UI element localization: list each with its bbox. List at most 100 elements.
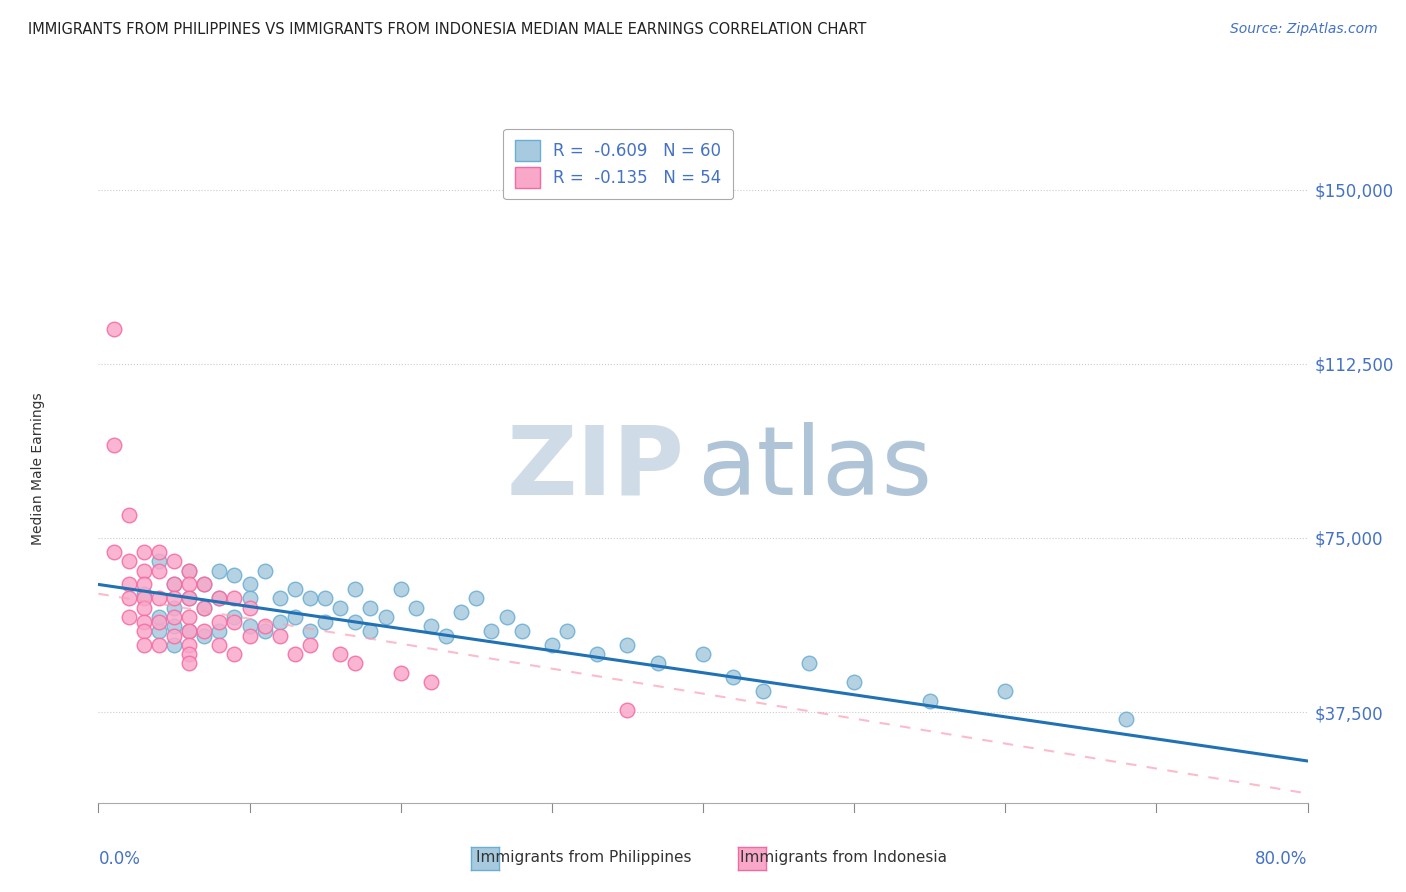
- Point: [132, 591, 155, 606]
- Point: [329, 600, 352, 615]
- Point: [132, 545, 155, 559]
- Point: [208, 624, 231, 638]
- Point: [179, 564, 201, 578]
- Point: [148, 564, 170, 578]
- Point: [540, 638, 562, 652]
- Point: [103, 322, 125, 336]
- Point: [118, 508, 141, 522]
- Point: [193, 577, 215, 591]
- Point: [269, 628, 291, 642]
- Text: 80.0%: 80.0%: [1256, 849, 1308, 868]
- Point: [224, 647, 246, 661]
- Text: Median Male Earnings: Median Male Earnings: [31, 392, 45, 545]
- Point: [179, 577, 201, 591]
- Point: [1115, 712, 1137, 726]
- Point: [163, 610, 186, 624]
- Point: [163, 619, 186, 633]
- Point: [344, 582, 367, 596]
- Point: [118, 554, 141, 568]
- Point: [918, 693, 941, 707]
- Point: [420, 619, 443, 633]
- Point: [269, 591, 291, 606]
- Point: [420, 675, 443, 690]
- Point: [481, 624, 503, 638]
- Point: [224, 591, 246, 606]
- Point: [299, 638, 322, 652]
- Point: [284, 610, 307, 624]
- Point: [179, 564, 201, 578]
- Point: [163, 628, 186, 642]
- Point: [239, 619, 262, 633]
- Point: [239, 600, 262, 615]
- Point: [179, 610, 201, 624]
- Point: [163, 577, 186, 591]
- Point: [193, 624, 215, 638]
- Point: [163, 638, 186, 652]
- Point: [179, 638, 201, 652]
- Point: [208, 638, 231, 652]
- Point: [163, 591, 186, 606]
- Point: [224, 568, 246, 582]
- Point: [344, 657, 367, 671]
- Point: [163, 554, 186, 568]
- Point: [752, 684, 775, 698]
- Text: atlas: atlas: [697, 422, 932, 515]
- Point: [465, 591, 488, 606]
- Point: [314, 591, 336, 606]
- Point: [118, 577, 141, 591]
- Point: [269, 615, 291, 629]
- Point: [179, 591, 201, 606]
- Point: [148, 638, 170, 652]
- Point: [163, 600, 186, 615]
- Point: [797, 657, 820, 671]
- Point: [239, 591, 262, 606]
- Text: 0.0%: 0.0%: [98, 849, 141, 868]
- Point: [208, 591, 231, 606]
- Point: [132, 600, 155, 615]
- Point: [148, 554, 170, 568]
- Point: [224, 615, 246, 629]
- Text: Immigrants from Indonesia: Immigrants from Indonesia: [740, 850, 948, 865]
- Point: [208, 615, 231, 629]
- Point: [132, 564, 155, 578]
- Point: [179, 591, 201, 606]
- Point: [179, 647, 201, 661]
- Point: [360, 624, 382, 638]
- Point: [329, 647, 352, 661]
- Point: [118, 591, 141, 606]
- Point: [314, 615, 336, 629]
- Point: [299, 591, 322, 606]
- Point: [495, 610, 517, 624]
- Point: [299, 624, 322, 638]
- Point: [148, 624, 170, 638]
- Point: [239, 628, 262, 642]
- Point: [193, 600, 215, 615]
- Point: [360, 600, 382, 615]
- Point: [132, 615, 155, 629]
- Point: [450, 605, 472, 619]
- Point: [224, 610, 246, 624]
- Point: [555, 624, 578, 638]
- Point: [148, 610, 170, 624]
- Point: [692, 647, 714, 661]
- Point: [586, 647, 609, 661]
- Point: [616, 703, 638, 717]
- Point: [284, 582, 307, 596]
- Legend: R =  -0.609   N = 60, R =  -0.135   N = 54: R = -0.609 N = 60, R = -0.135 N = 54: [503, 128, 734, 200]
- Point: [389, 665, 412, 680]
- Point: [616, 638, 638, 652]
- Point: [118, 610, 141, 624]
- Point: [103, 438, 125, 452]
- Point: [994, 684, 1017, 698]
- Text: Immigrants from Philippines: Immigrants from Philippines: [475, 850, 692, 865]
- Point: [647, 657, 669, 671]
- Text: IMMIGRANTS FROM PHILIPPINES VS IMMIGRANTS FROM INDONESIA MEDIAN MALE EARNINGS CO: IMMIGRANTS FROM PHILIPPINES VS IMMIGRANT…: [28, 22, 866, 37]
- Point: [179, 624, 201, 638]
- Point: [389, 582, 412, 596]
- Point: [253, 624, 276, 638]
- Point: [193, 628, 215, 642]
- Point: [148, 591, 170, 606]
- Point: [179, 624, 201, 638]
- Point: [163, 577, 186, 591]
- Point: [132, 624, 155, 638]
